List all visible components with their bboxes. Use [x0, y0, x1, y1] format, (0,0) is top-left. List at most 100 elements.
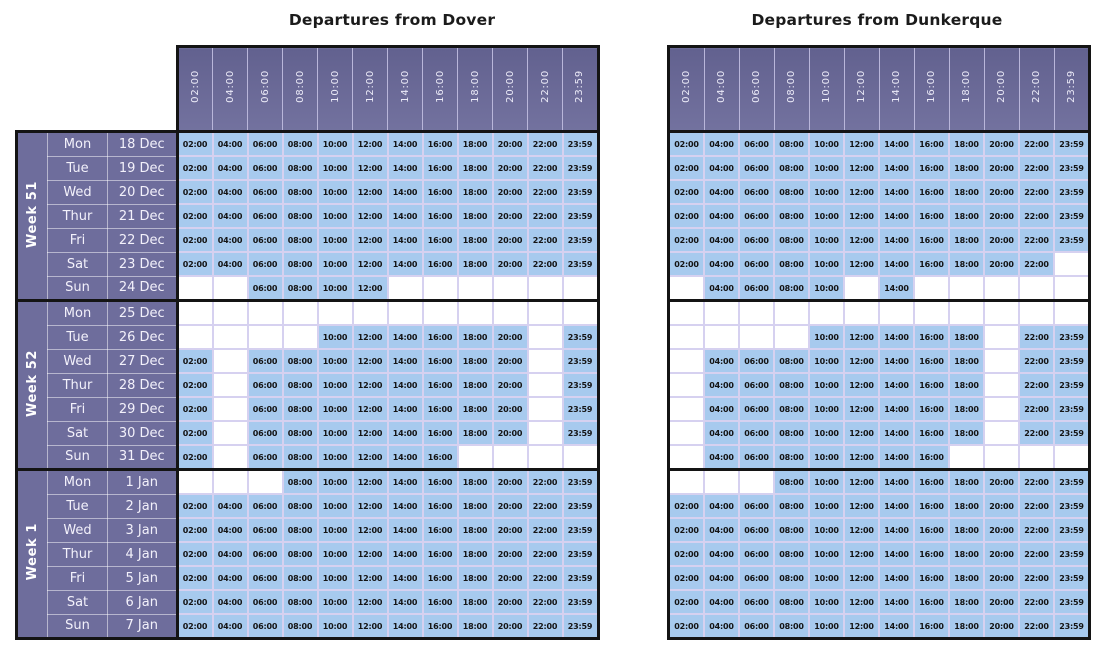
time-slot-cell: 22:00 [1018, 396, 1055, 422]
time-slot-cell: 16:00 [421, 155, 459, 181]
time-slot-cell [948, 275, 985, 302]
time-slot-cell: 04:00 [703, 541, 740, 567]
time-slot-cell: 23:59 [561, 130, 599, 157]
time-slot-cell: 16:00 [913, 203, 950, 229]
time-slot-cell: 14:00 [386, 155, 424, 181]
time-slot-cell: 12:00 [843, 251, 880, 277]
time-slot-cell: 18:00 [456, 565, 494, 591]
time-slot-cell: 23:59 [1053, 348, 1091, 374]
time-slot-cell: 12:00 [351, 203, 389, 229]
time-slot-cell: 18:00 [456, 517, 494, 543]
week-label: Week 1 [25, 523, 40, 581]
day-row: 04:00 06:00 08:00 10:00 12:00 14:00 16:00 18:00… [667, 348, 1091, 374]
time-slot-cell: 06:00 [246, 517, 284, 543]
time-slot-cell: 14:00 [386, 251, 424, 277]
time-slot-cell [526, 444, 564, 471]
time-slot-cell [983, 275, 1020, 302]
time-slot-cell: 23:59 [561, 613, 599, 640]
time-slot-cell: 10:00 [808, 130, 845, 157]
time-slot-cell: 04:00 [211, 179, 249, 205]
day-row: Sat 30 Dec 02:00 06:00 08:00 10:00 12:00 14:00 1… [17, 420, 599, 446]
time-slot-cell [175, 324, 214, 350]
time-slot-cell: 22:00 [526, 227, 564, 253]
time-slot-cell: 18:00 [456, 227, 494, 253]
time-slot-cell: 12:00 [843, 613, 880, 640]
time-slot-cell: 10:00 [316, 155, 354, 181]
time-slot-cell: 08:00 [773, 227, 810, 253]
time-slot-cell: 06:00 [738, 396, 775, 422]
time-slot-cell: 23:59 [1053, 155, 1091, 181]
time-slot-cell: 23:59 [561, 541, 599, 567]
time-column-header: 23:59 [562, 45, 600, 132]
departures-table-dunkerque: 02:00 04:00 06:00 08:00 10:00 12:00 14:00 16:00… [667, 45, 1091, 640]
time-slot-cell: 14:00 [878, 493, 915, 519]
time-slot-cell: 02:00 [175, 130, 214, 157]
time-slot-cell: 02:00 [667, 203, 705, 229]
time-slot-cell: 14:00 [878, 565, 915, 591]
time-slot-cell: 02:00 [175, 613, 214, 640]
time-slot-cell [773, 324, 810, 350]
time-slot-cell: 16:00 [421, 613, 459, 640]
time-slot-cell: 08:00 [281, 348, 319, 374]
time-slot-cell: 12:00 [843, 372, 880, 398]
day-cell: Sun [47, 275, 108, 301]
time-column-header-label: 18:00 [469, 69, 481, 103]
time-slot-cell: 18:00 [948, 589, 985, 615]
day-row: Wed 20 Dec 02:00 04:00 06:00 08:00 10:00 12:00 1… [17, 179, 599, 205]
time-slot-cell: 12:00 [843, 565, 880, 591]
time-slot-cell: 14:00 [386, 227, 424, 253]
time-slot-cell: 06:00 [738, 613, 775, 640]
date-cell: 22 Dec [107, 227, 178, 253]
time-slot-cell: 06:00 [738, 565, 775, 591]
date-cell: 28 Dec [107, 372, 178, 398]
time-slot-cell: 22:00 [526, 541, 564, 567]
time-slot-cell: 04:00 [703, 227, 740, 253]
time-column-header: 16:00 [422, 45, 458, 132]
time-slot-cell [211, 396, 249, 422]
time-slot-cell: 02:00 [175, 251, 214, 277]
time-slot-cell: 18:00 [948, 251, 985, 277]
time-slot-cell: 06:00 [738, 420, 775, 446]
time-slot-cell: 08:00 [281, 372, 319, 398]
time-slot-cell: 23:59 [1053, 613, 1091, 640]
time-column-header: 10:00 [317, 45, 353, 132]
time-slot-cell: 16:00 [913, 396, 950, 422]
time-slot-cell [456, 299, 494, 326]
time-slot-cell [351, 299, 389, 326]
time-slot-cell: 12:00 [843, 203, 880, 229]
time-slot-cell: 16:00 [913, 324, 950, 350]
time-slot-cell: 20:00 [983, 468, 1020, 495]
time-slot-cell [983, 396, 1020, 422]
time-slot-cell: 20:00 [983, 613, 1020, 640]
time-slot-cell [983, 420, 1020, 446]
time-slot-cell [913, 275, 950, 302]
time-slot-cell [246, 324, 284, 350]
time-slot-cell: 22:00 [1018, 130, 1055, 157]
day-row: 02:00 04:00 06:00 08:00 10:00 12:00 14:00 16:00… [667, 565, 1091, 591]
time-slot-cell: 23:59 [1053, 227, 1091, 253]
day-row: Sun 24 Dec 06:00 08:00 10:00 12:00 [17, 275, 599, 302]
time-slot-cell: 18:00 [948, 348, 985, 374]
day-cell: Thur [47, 372, 108, 398]
time-slot-cell [667, 468, 705, 495]
time-column-header-label: 08:00 [786, 69, 797, 103]
day-cell: Tue [47, 155, 108, 181]
time-slot-cell: 08:00 [773, 396, 810, 422]
day-row: Fri 5 Jan 02:00 04:00 06:00 08:00 10:00 12:00 14… [17, 565, 599, 591]
departures-table-dover: 02:00 04:00 06:00 08:00 10:00 12:00 14:00 16:00… [15, 45, 600, 640]
time-slot-cell: 23:59 [1053, 565, 1091, 591]
time-slot-cell [386, 299, 424, 326]
date-cell: 18 Dec [107, 131, 178, 157]
time-slot-cell: 20:00 [983, 130, 1020, 157]
date-cell: 6 Jan [107, 589, 178, 615]
week-band: Week 1 Mon 1 Jan 08:00 10:00 12:00 14:00 16:00 1… [16, 468, 599, 640]
day-cell: Fri [47, 565, 108, 591]
time-slot-cell: 04:00 [703, 444, 740, 471]
day-row: 04:00 06:00 08:00 10:00 12:00 14:00 16:00 [667, 444, 1091, 471]
time-slot-cell: 06:00 [246, 130, 284, 157]
time-slot-cell: 08:00 [281, 227, 319, 253]
time-slot-cell: 12:00 [351, 613, 389, 640]
time-slot-cell: 02:00 [667, 130, 705, 157]
day-cell: Sat [47, 589, 108, 615]
time-slot-cell: 12:00 [351, 348, 389, 374]
